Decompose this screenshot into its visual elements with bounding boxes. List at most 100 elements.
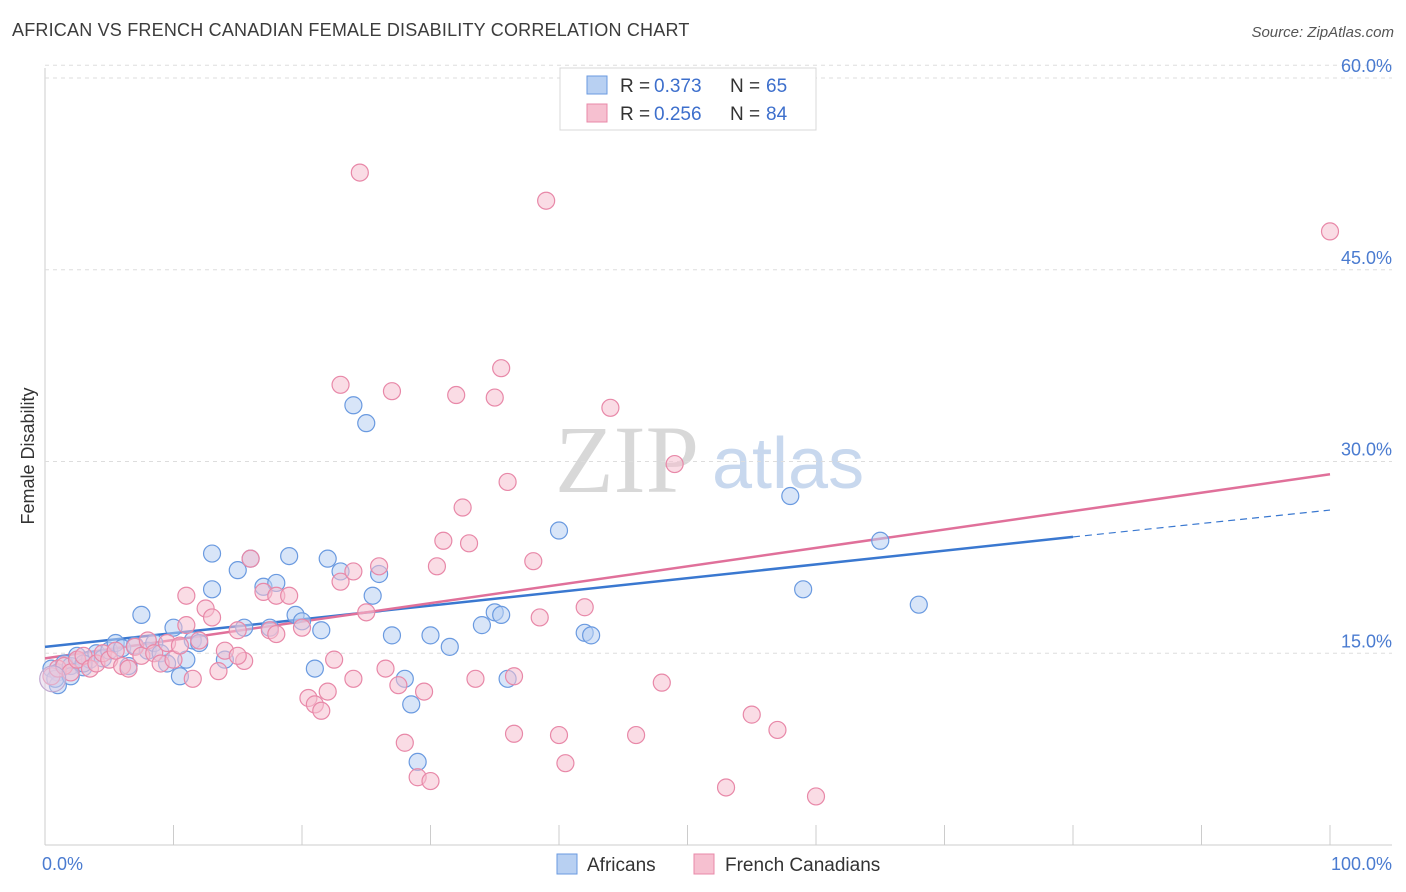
point-french-canadians xyxy=(183,669,202,688)
point-french-canadians xyxy=(170,636,190,655)
x-tick-label-max: 100.0% xyxy=(1331,854,1392,874)
point-africans xyxy=(280,546,299,566)
x-ticks xyxy=(44,825,1331,845)
point-africans xyxy=(549,521,569,540)
point-french-canadians xyxy=(190,631,209,650)
y-tick-label: 30.0% xyxy=(1341,440,1392,460)
point-french-canadians xyxy=(382,382,402,401)
point-french-canadians xyxy=(228,646,247,665)
point-africans xyxy=(202,580,222,599)
point-french-canadians xyxy=(344,562,363,581)
point-africans xyxy=(794,580,813,599)
point-french-canadians xyxy=(395,733,414,752)
point-africans xyxy=(202,544,222,563)
point-french-canadians xyxy=(768,720,787,740)
bottom-legend-swatch-africans xyxy=(556,853,578,875)
point-french-canadians xyxy=(492,359,511,378)
point-africans xyxy=(582,626,601,645)
trend-line-africans xyxy=(44,535,1074,649)
data-points xyxy=(39,163,1340,806)
point-french-canadians xyxy=(447,385,466,405)
point-french-canadians xyxy=(716,778,736,797)
point-french-canadians xyxy=(376,659,395,678)
point-french-canadians xyxy=(331,572,350,591)
legend-r-label-french-canadians: R = xyxy=(620,104,650,125)
legend-r-label-africans: R = xyxy=(620,76,650,97)
point-africans xyxy=(909,595,928,614)
point-french-canadians xyxy=(498,472,517,492)
point-french-canadians xyxy=(524,552,543,571)
point-africans xyxy=(440,637,459,656)
point-africans xyxy=(132,605,151,625)
point-french-canadians xyxy=(556,754,575,773)
point-french-canadians xyxy=(742,705,761,724)
y-tick-labels: 15.0% 30.0% 45.0% 60.0% xyxy=(1341,56,1392,651)
point-french-canadians xyxy=(106,641,125,660)
point-french-canadians xyxy=(485,388,504,407)
point-french-canadians xyxy=(626,725,646,745)
point-french-canadians xyxy=(357,603,376,622)
point-africans xyxy=(492,605,511,625)
point-french-canadians xyxy=(453,498,472,517)
series-legend: Africans French Canadians xyxy=(556,853,880,876)
point-french-canadians xyxy=(331,375,350,394)
correlation-legend: R = 0.373 N = 65 R = 0.256 N = 84 xyxy=(559,67,817,131)
legend-n-label-french-canadians: N = xyxy=(730,104,760,125)
point-africans xyxy=(781,486,800,506)
point-french-canadians xyxy=(280,586,299,605)
point-french-canadians xyxy=(177,616,196,635)
point-french-canadians xyxy=(434,531,453,550)
point-french-canadians xyxy=(427,557,447,576)
trend-line-french-canadians xyxy=(44,473,1331,660)
chart-source: Source: ZipAtlas.com xyxy=(1251,24,1394,41)
x-tick-label-min: 0.0% xyxy=(42,854,83,874)
point-french-canadians xyxy=(421,771,440,791)
y-tick-label: 60.0% xyxy=(1341,56,1392,76)
point-french-canadians xyxy=(318,682,337,701)
y-tick-label: 15.0% xyxy=(1341,631,1392,651)
point-africans xyxy=(344,396,363,415)
bottom-legend-label-french-canadians: French Canadians xyxy=(725,855,880,876)
legend-swatch-africans xyxy=(586,75,608,95)
point-french-canadians xyxy=(389,676,408,695)
point-french-canadians xyxy=(652,673,671,692)
point-africans xyxy=(363,586,382,605)
point-french-canadians xyxy=(119,659,138,678)
point-french-canadians xyxy=(177,586,196,605)
point-french-canadians xyxy=(575,598,594,617)
bottom-legend-label-africans: Africans xyxy=(587,855,656,876)
point-french-canadians xyxy=(504,724,524,743)
point-french-canadians xyxy=(209,662,228,681)
point-french-canadians xyxy=(267,624,286,644)
point-french-canadians xyxy=(537,191,556,210)
trend-line-africans-extension xyxy=(1072,509,1331,538)
point-french-canadians xyxy=(228,621,247,640)
point-africans xyxy=(402,695,421,714)
point-french-canadians xyxy=(292,618,312,637)
point-french-canadians xyxy=(202,608,222,627)
point-french-canadians xyxy=(241,549,260,568)
point-africans xyxy=(357,414,376,433)
chart-title: AFRICAN VS FRENCH CANADIAN FEMALE DISABI… xyxy=(12,20,690,40)
point-french-canadians xyxy=(350,163,369,182)
point-french-canadians xyxy=(549,725,569,745)
point-africans xyxy=(472,616,491,635)
legend-swatch-french-canadians xyxy=(586,103,608,123)
point-french-canadians xyxy=(601,398,620,417)
point-africans xyxy=(382,626,402,645)
point-cluster-origin xyxy=(39,665,67,693)
point-french-canadians xyxy=(325,650,344,669)
point-french-canadians xyxy=(504,667,524,686)
point-africans xyxy=(408,752,427,772)
legend-r-value-french-canadians: 0.256 xyxy=(654,104,702,125)
point-africans xyxy=(312,621,331,640)
y-axis-title: Female Disability xyxy=(18,387,38,524)
legend-n-value-africans: 65 xyxy=(766,76,787,97)
point-french-canadians xyxy=(312,701,331,720)
point-africans xyxy=(228,561,247,580)
point-french-canadians xyxy=(344,669,363,688)
point-africans xyxy=(871,531,890,550)
point-french-canadians xyxy=(466,669,485,688)
point-africans xyxy=(305,659,324,678)
